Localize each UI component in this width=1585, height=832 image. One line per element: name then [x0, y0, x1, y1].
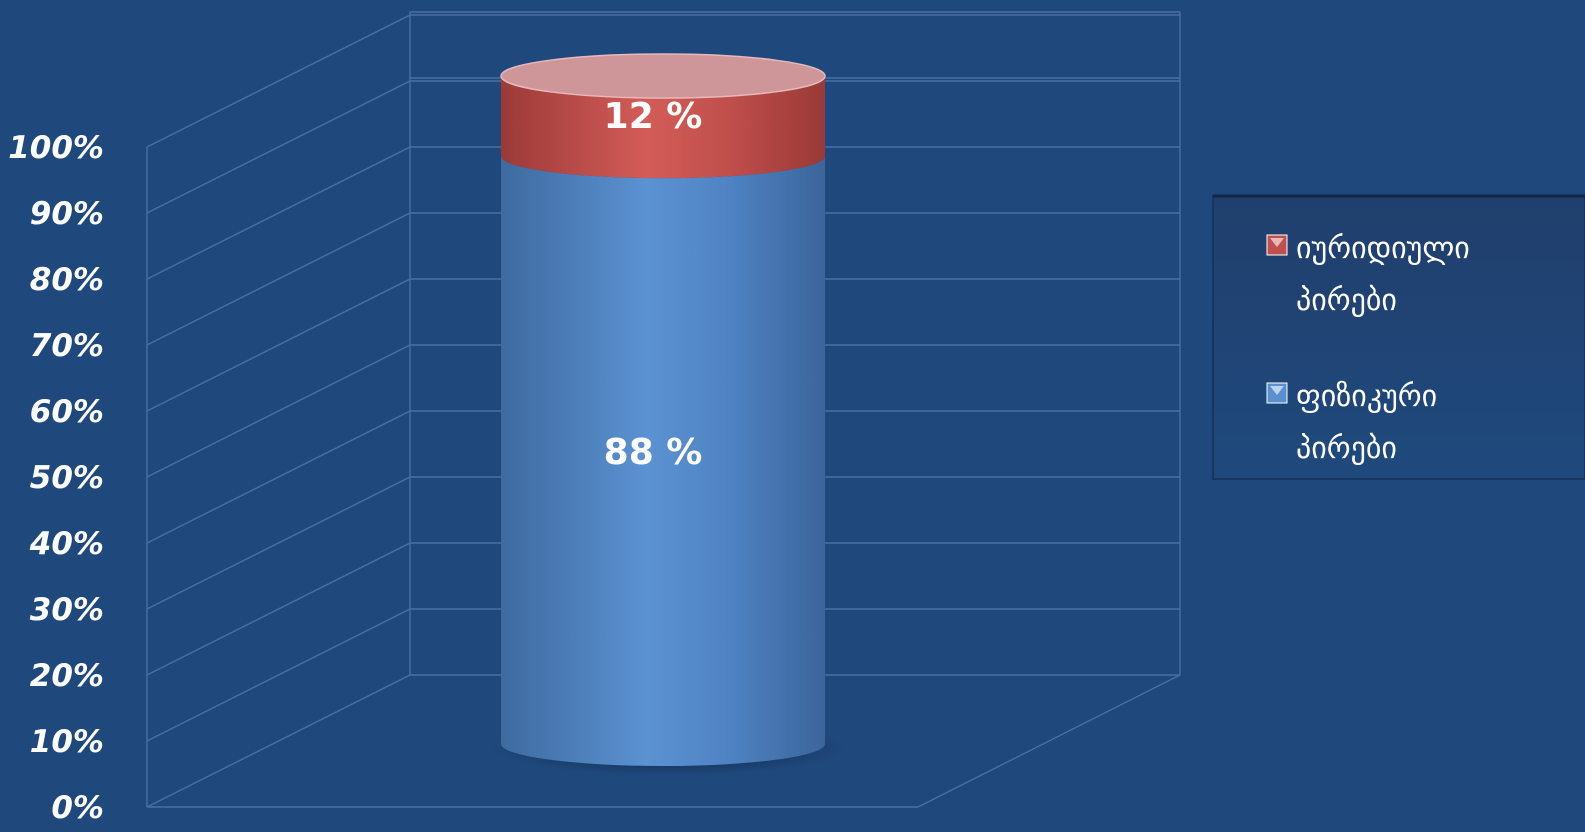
y-tick-label: 90%: [30, 196, 104, 232]
gridline-side: [146, 674, 411, 808]
gridline-side: [146, 14, 411, 148]
gridline-side: [146, 410, 411, 544]
legend-label: პირები: [1296, 283, 1397, 318]
legend-item: ფიზიკური პირები: [1266, 379, 1437, 466]
y-axis-ticks: 0% 10% 20% 30% 40% 50% 60% 70% 80% 90% 100%: [8, 130, 104, 826]
y-tick-label: 100%: [8, 130, 104, 166]
gridline-side: [146, 80, 411, 214]
legend: იურიდიული პირები ფიზიკური პირები: [1212, 194, 1585, 480]
y-tick-label: 20%: [30, 658, 104, 694]
floor-right-edge: [917, 674, 1181, 808]
y-tick-label: 60%: [30, 394, 104, 430]
legend-swatch-mark: [1270, 386, 1284, 395]
data-label: 88 %: [604, 432, 703, 473]
cylinder-top-cap: [501, 54, 825, 98]
y-tick-label: 80%: [30, 262, 104, 298]
stacked-cylinder: 88 % 12 %: [489, 53, 849, 776]
gridline-side: [146, 476, 411, 610]
y-tick-label: 30%: [30, 592, 104, 628]
legend-item: იურიდიული პირები: [1266, 231, 1470, 318]
gridline-side: [146, 146, 411, 280]
gridline-side: [146, 278, 411, 412]
y-tick-label: 40%: [29, 526, 104, 562]
y-tick-label: 0%: [51, 790, 104, 826]
legend-swatch-mark: [1270, 238, 1284, 247]
legend-label: პირები: [1296, 431, 1397, 466]
cylinder-top-rim: [500, 53, 826, 99]
bar-segment-individuals: [501, 156, 825, 766]
legend-label: იურიდიული: [1296, 231, 1470, 266]
y-tick-label: 10%: [30, 724, 104, 760]
legend-label: ფიზიკური: [1296, 379, 1437, 414]
gridline-side: [146, 608, 411, 742]
gridline-side: [146, 542, 411, 676]
y-tick-label: 50%: [30, 460, 104, 496]
bar-segment-legal-entities: [501, 76, 825, 179]
gridline-side: [146, 212, 411, 346]
data-label: 12 %: [604, 96, 703, 137]
gridline-side: [146, 344, 411, 478]
y-tick-label: 70%: [30, 328, 104, 364]
